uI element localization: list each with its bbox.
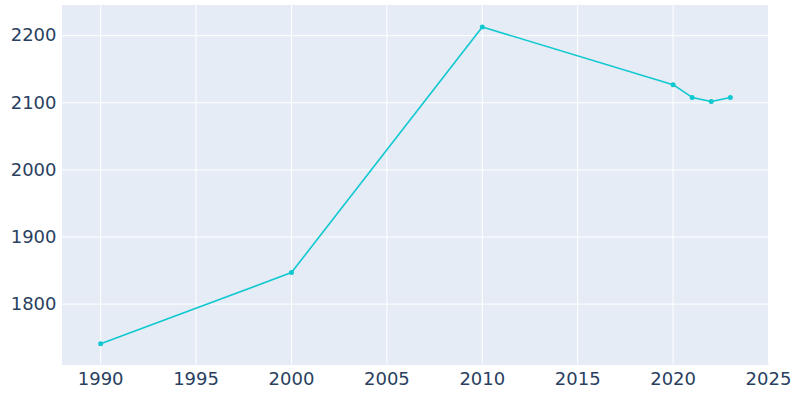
svg-text:2020: 2020 [650, 368, 696, 389]
svg-text:1900: 1900 [11, 226, 57, 247]
svg-text:2100: 2100 [11, 92, 57, 113]
svg-text:2000: 2000 [269, 368, 315, 389]
svg-text:2200: 2200 [11, 24, 57, 45]
svg-text:1995: 1995 [173, 368, 219, 389]
svg-text:2000: 2000 [11, 159, 57, 180]
svg-text:2010: 2010 [459, 368, 505, 389]
svg-text:1990: 1990 [78, 368, 124, 389]
svg-text:1800: 1800 [11, 293, 57, 314]
svg-text:2015: 2015 [555, 368, 601, 389]
svg-text:2005: 2005 [364, 368, 410, 389]
svg-text:2025: 2025 [746, 368, 792, 389]
